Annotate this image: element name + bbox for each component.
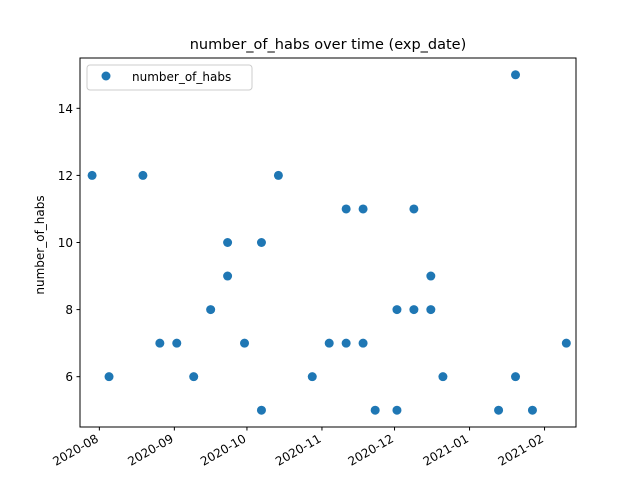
- legend-box: [86, 64, 253, 91]
- x-tick-label: 2020-10: [198, 431, 248, 468]
- x-tick-label: 2020-08: [50, 431, 100, 468]
- y-tick-label: 6: [65, 370, 73, 384]
- y-tick-label: 10: [58, 236, 73, 250]
- x-tick-label: 2020-11: [273, 431, 323, 468]
- data-point: [341, 204, 351, 214]
- data-point: [223, 238, 233, 247]
- data-points: [87, 70, 571, 415]
- data-point: [256, 405, 266, 415]
- y-axis-title: number_of_habs: [33, 195, 47, 294]
- data-point: [240, 338, 250, 348]
- data-point: [426, 271, 436, 281]
- data-point: [138, 170, 148, 180]
- legend-entry-label: number_of_habs: [132, 70, 231, 84]
- data-point: [370, 405, 380, 415]
- x-tick-label: 2020-12: [346, 431, 396, 468]
- data-point: [511, 70, 521, 80]
- data-point: [155, 338, 165, 348]
- data-point: [273, 170, 283, 180]
- data-point: [87, 170, 97, 180]
- data-point: [561, 338, 571, 348]
- chart-title: number_of_habs over time (exp_date): [190, 37, 467, 53]
- x-tick-label: 2020-09: [125, 431, 175, 468]
- plot-area-frame: [79, 57, 577, 428]
- data-point: [409, 204, 419, 214]
- data-point: [104, 372, 114, 382]
- data-point: [256, 238, 266, 247]
- data-point: [189, 372, 199, 382]
- data-point: [172, 338, 182, 348]
- y-tick-label: 14: [58, 102, 73, 116]
- data-point: [206, 305, 216, 315]
- data-point: [409, 305, 419, 315]
- legend: number_of_habs: [86, 64, 253, 91]
- data-point: [341, 338, 351, 348]
- data-point: [392, 405, 402, 415]
- data-point: [324, 338, 334, 348]
- data-point: [392, 305, 402, 315]
- data-point: [358, 204, 368, 214]
- x-tick-label: 2021-01: [421, 431, 471, 468]
- data-point: [511, 372, 521, 382]
- y-tick-label: 8: [65, 303, 73, 317]
- axis-ticks: 6 8 10 12 14 2020-08 2020-09 2020-10 2020-11 2020…: [50, 102, 546, 469]
- data-point: [307, 372, 317, 382]
- data-point: [223, 271, 233, 281]
- data-point: [426, 305, 436, 315]
- data-point: [358, 338, 368, 348]
- data-point: [527, 405, 537, 415]
- legend-marker: [101, 71, 111, 81]
- data-point: [438, 372, 448, 382]
- data-point: [494, 405, 504, 415]
- x-tick-label: 2021-02: [496, 431, 546, 468]
- y-tick-label: 12: [58, 169, 73, 183]
